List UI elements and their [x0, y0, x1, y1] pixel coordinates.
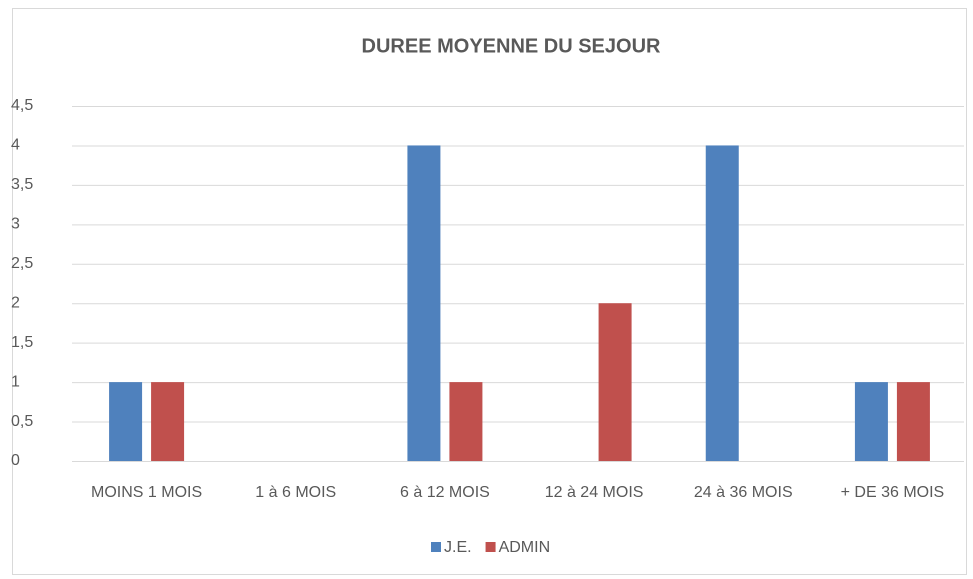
y-tick-label: 1,5 [11, 334, 33, 351]
y-tick-label: 4 [11, 137, 20, 154]
x-tick-label: 1 à 6 MOIS [255, 484, 336, 501]
x-tick-label: MOINS 1 MOIS [91, 484, 202, 501]
bar [854, 382, 888, 461]
x-tick-label: 6 à 12 MOIS [400, 484, 490, 501]
y-tick-label: 2 [11, 294, 20, 311]
legend-label: J.E. [444, 539, 472, 556]
x-tick-label: 24 à 36 MOIS [694, 484, 793, 501]
bar [449, 382, 483, 461]
legend-label: ADMIN [499, 539, 551, 556]
bar [896, 382, 930, 461]
y-tick-label: 0 [11, 452, 20, 469]
bar [407, 145, 441, 461]
y-tick-label: 3 [11, 216, 20, 233]
y-tick-label: 1 [11, 373, 20, 390]
bar [705, 145, 739, 461]
y-tick-label: 3,5 [11, 176, 33, 193]
legend-swatch [431, 542, 441, 552]
y-tick-label: 4,5 [11, 97, 33, 114]
chart-title: DUREE MOYENNE DU SEJOUR [362, 35, 661, 57]
y-tick-label: 0,5 [11, 413, 33, 430]
x-tick-label: + DE 36 MOIS [841, 484, 945, 501]
bar [109, 382, 143, 461]
bar [151, 382, 185, 461]
bar [598, 303, 632, 461]
x-tick-label: 12 à 24 MOIS [545, 484, 644, 501]
chart-border [12, 8, 967, 575]
legend-swatch [485, 542, 496, 552]
y-tick-label: 2,5 [11, 255, 33, 272]
